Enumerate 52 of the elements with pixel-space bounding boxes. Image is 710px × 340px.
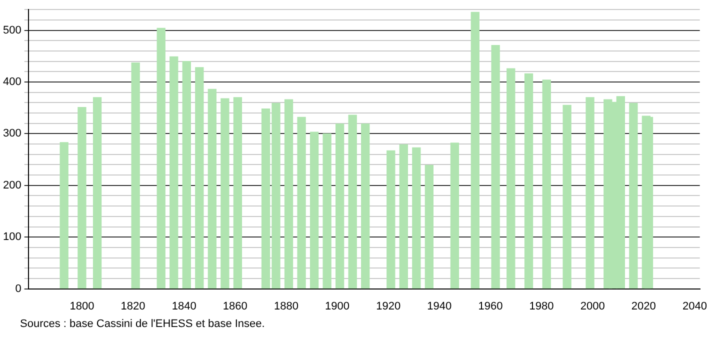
bar [542, 80, 551, 289]
x-tick-label: 1980 [529, 300, 554, 312]
bar [450, 142, 460, 289]
bar [629, 102, 638, 289]
y-tick-label: 300 [2, 128, 22, 140]
bar [562, 104, 572, 289]
bar [506, 68, 516, 289]
x-tick-label: 1820 [120, 300, 146, 312]
x-tick-label: 2000 [580, 300, 605, 312]
bar [412, 147, 421, 289]
x-tick-label: 1940 [427, 300, 452, 312]
x-tick-label: 2040 [682, 300, 707, 312]
x-tick-label: 1920 [376, 300, 401, 312]
x-tick-label: 1800 [70, 300, 94, 312]
source-note: Sources : base Cassini de l'EHESS et base Insee. [20, 318, 265, 330]
bar [92, 97, 102, 289]
bar [233, 97, 242, 289]
bar [60, 142, 68, 289]
bar [131, 62, 140, 289]
x-tick-label: 1960 [478, 300, 503, 312]
bar [284, 99, 294, 289]
bar [644, 116, 654, 289]
x-tick-label: 1840 [172, 300, 196, 312]
bar [220, 98, 230, 289]
bar [336, 124, 344, 289]
bar [399, 144, 408, 289]
bar [208, 88, 217, 289]
bar [195, 67, 204, 289]
y-tick-label: 0 [15, 282, 22, 295]
bar [470, 12, 480, 289]
bar [78, 106, 86, 289]
y-tick-label: 200 [2, 179, 22, 192]
bar [586, 97, 594, 289]
bar [386, 150, 396, 289]
bar [310, 132, 319, 289]
x-tick-label: 1900 [325, 300, 350, 312]
bar [322, 133, 332, 289]
bar [297, 116, 306, 289]
bar [491, 44, 500, 289]
x-tick-label: 1880 [274, 300, 298, 312]
bar [524, 73, 534, 289]
bar [182, 60, 191, 289]
y-tick-label: 500 [2, 24, 22, 36]
bar [348, 114, 357, 289]
bar [361, 124, 370, 289]
y-tick-label: 400 [2, 76, 22, 88]
bar [424, 164, 434, 289]
y-tick-label: 100 [2, 231, 22, 244]
bar [170, 56, 178, 289]
bar [156, 28, 166, 289]
x-tick-label: 2020 [631, 300, 656, 312]
x-tick-label: 1860 [222, 300, 248, 312]
